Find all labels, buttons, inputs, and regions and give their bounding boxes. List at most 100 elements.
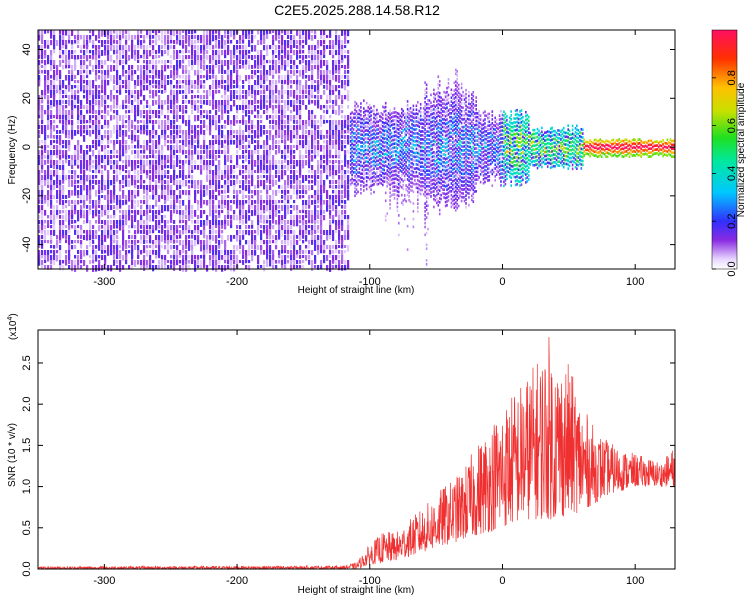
spectrogram-cell: [364, 156, 367, 160]
spectrogram-cell: [278, 75, 281, 80]
spectrogram-cell: [269, 100, 272, 107]
spectrogram-cell: [272, 100, 275, 104]
spectrogram-cell: [278, 90, 281, 96]
spectrogram-cell: [373, 155, 375, 159]
spectrogram-cell: [367, 164, 369, 168]
spectrogram-cell: [236, 95, 239, 100]
spectrogram-cell: [203, 80, 206, 84]
spectrogram-cell: [266, 235, 269, 240]
spectrogram-cell: [98, 90, 101, 95]
spectrogram-cell: [101, 255, 104, 261]
spectrogram-cell: [408, 171, 410, 175]
spectrogram-cell: [53, 90, 56, 97]
spectrogram-cell: [411, 185, 413, 188]
spectrogram-cell: [191, 140, 194, 146]
spectrogram-cell: [299, 235, 302, 242]
spectrogram-cell: [200, 200, 203, 207]
spectrogram-cell: [92, 40, 95, 47]
spectrogram-cell: [83, 210, 86, 216]
spectrogram-cell: [308, 85, 311, 90]
spectrogram-cell: [314, 235, 317, 241]
spectrogram-cell: [173, 260, 176, 266]
spectrogram-cell: [155, 55, 158, 59]
spectrogram-cell: [263, 90, 266, 95]
spectrogram-cell: [296, 235, 299, 239]
spectrogram-cell: [406, 104, 409, 107]
spectrogram-cell: [269, 30, 272, 34]
spectrogram-cell: [377, 159, 380, 162]
spectrogram-cell: [382, 171, 384, 175]
spectrogram-cell: [89, 85, 92, 92]
spectrogram-cell: [74, 35, 77, 40]
spectrogram-cell: [287, 250, 290, 254]
spectrogram-cell: [137, 170, 140, 177]
spectrogram-cell: [122, 165, 125, 172]
spectrogram-cell: [152, 185, 155, 191]
spectrogram-cell: [95, 165, 98, 170]
spectrogram-cell: [215, 120, 218, 127]
spectrogram-cell: [176, 185, 179, 191]
spectrogram-cell: [357, 139, 359, 143]
spectrogram-cell: [218, 230, 221, 237]
spectrogram-cell: [65, 140, 68, 146]
spectrogram-cell: [215, 150, 218, 154]
spectrogram-cell: [245, 265, 248, 270]
spectrogram-cell: [209, 120, 212, 127]
spectrogram-cell: [317, 135, 320, 139]
spectrogram-cell: [158, 140, 161, 145]
spectrogram-cell: [38, 130, 41, 135]
spectrogram-cell: [221, 200, 224, 205]
spectrogram-cell: [197, 230, 200, 235]
spectrogram-cell: [131, 260, 134, 266]
spectrogram-cell: [185, 220, 188, 225]
spectrogram-cell: [305, 230, 308, 235]
spectrogram-cell: [152, 60, 155, 67]
spectrogram-cell: [263, 145, 266, 150]
spectrogram-cell: [233, 135, 236, 139]
spectrogram-cell: [86, 245, 89, 250]
spectrogram-cell: [152, 65, 155, 70]
spectrogram-cell: [218, 160, 221, 166]
spectrogram-cell: [380, 139, 383, 142]
spectrogram-cell: [239, 75, 242, 82]
spectrogram-cell: [53, 225, 56, 231]
spectrogram-cell: [146, 125, 149, 130]
spectrogram-cell: [164, 50, 167, 54]
spectrogram-cell: [215, 225, 218, 229]
spectrogram-cell: [167, 30, 170, 35]
spectrogram-cell: [59, 240, 62, 244]
spectrogram-cell: [104, 165, 107, 171]
spectrogram-cell: [242, 120, 245, 125]
spectrogram-cell: [411, 115, 413, 118]
spectrogram-cell: [41, 140, 44, 144]
spectrogram-cell: [242, 175, 245, 179]
spectrogram-cell: [374, 160, 377, 164]
spectrogram-cell: [95, 120, 98, 127]
spectrogram-cell: [86, 250, 89, 256]
spectrogram-cell: [395, 130, 397, 133]
spectrogram-cell: [311, 210, 314, 216]
spectrogram-cell: [86, 185, 89, 192]
spectrogram-cell: [364, 176, 367, 179]
spectrogram-cell: [305, 135, 308, 142]
spectrogram-cell: [311, 230, 314, 235]
spectrogram-cell: [401, 150, 403, 154]
spectrogram-cell: [275, 220, 278, 225]
spectrogram-cell: [344, 205, 347, 209]
spectrogram-cell: [197, 235, 200, 242]
spectrogram-cell: [338, 50, 341, 56]
spectrogram-cell: [137, 210, 140, 215]
spectrogram-cell: [379, 130, 381, 134]
spectrogram-cell: [86, 210, 89, 216]
spectrogram-cell: [194, 50, 197, 57]
spectrogram-cell: [137, 175, 140, 181]
spectrogram-cell: [311, 260, 314, 266]
spectrogram-cell: [383, 137, 385, 141]
spectrogram-cell: [405, 188, 407, 191]
spectrogram-cell: [290, 150, 293, 157]
spectrogram-cell: [191, 35, 194, 40]
spectrogram-cell: [371, 168, 374, 171]
spectrogram-cell: [403, 159, 406, 162]
spectrogram-cell: [272, 55, 275, 62]
spectrogram-cell: [74, 205, 77, 212]
